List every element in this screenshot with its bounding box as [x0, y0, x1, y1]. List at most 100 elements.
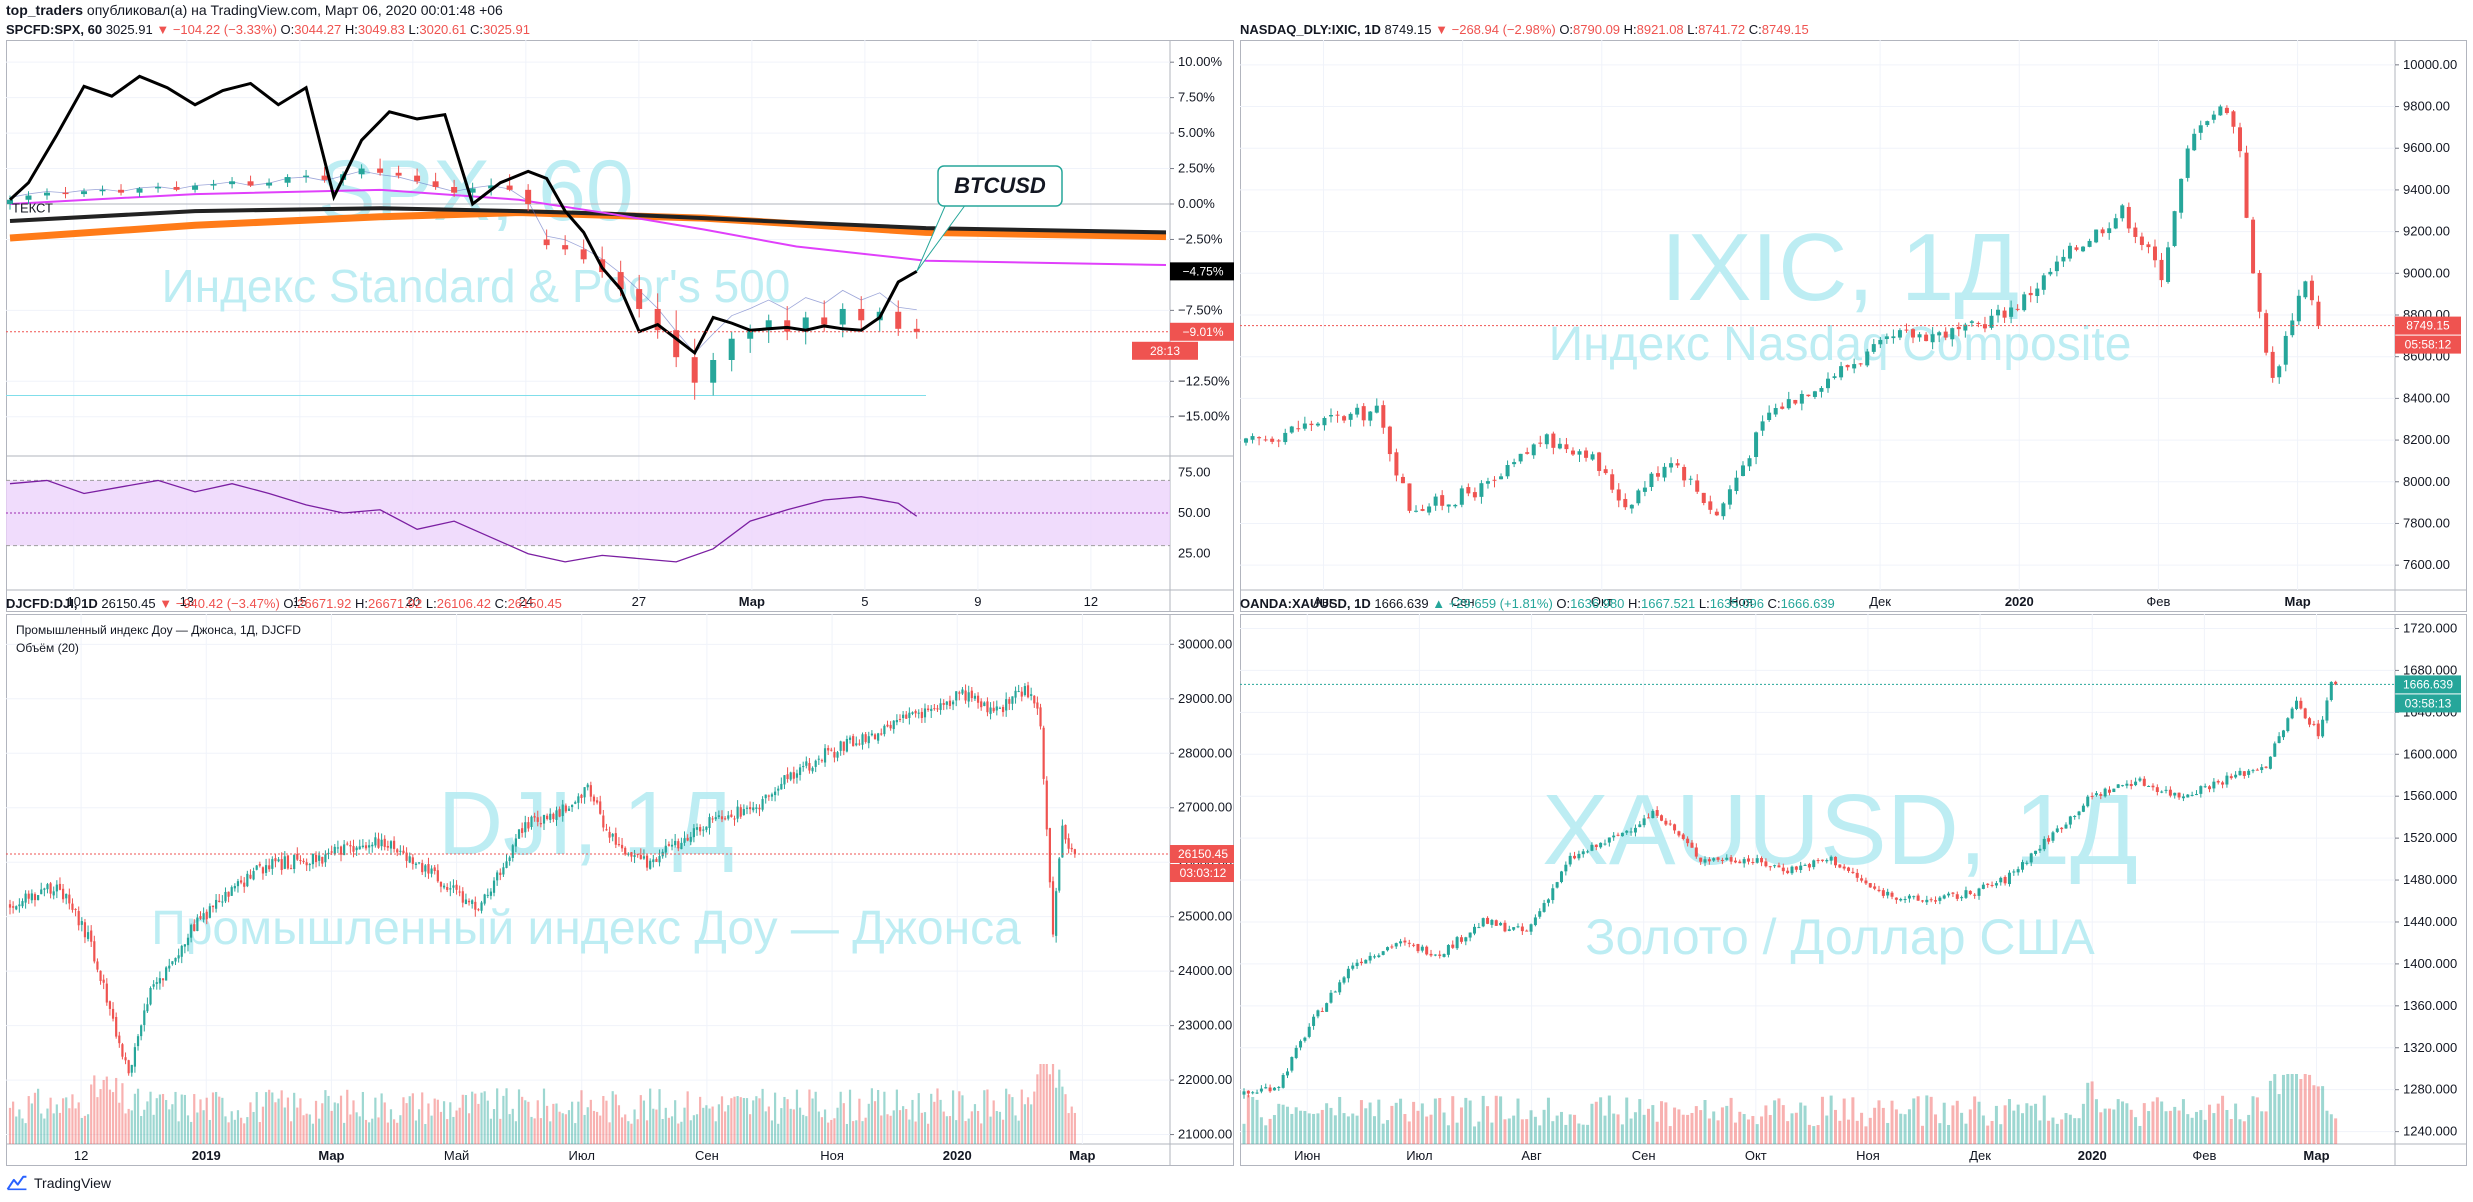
dji-candle	[40, 889, 43, 895]
dji-volume-bar	[258, 1122, 261, 1144]
ixic-symbol[interactable]: NASDAQ_DLY:IXIC, 1D	[1240, 22, 1381, 37]
spx-chart[interactable]: 10 13 15 20 24 27 Мар 5 9 1210.00%7.50%5.00%2.50%…	[6, 40, 1234, 612]
tradingview-footer[interactable]: TradingView	[6, 1172, 111, 1194]
xau-countdown-badge: 03:58:13	[2405, 696, 2452, 710]
dji-candle	[502, 867, 505, 875]
dji-candle	[449, 888, 452, 890]
spx-candle	[913, 328, 920, 332]
dji-symbol[interactable]: DJCFD:DJI, 1D	[6, 596, 98, 611]
dji-y-tick-label: 22000.00	[1178, 1072, 1232, 1087]
xau-candle	[2216, 781, 2220, 783]
spx-candle	[525, 189, 532, 204]
ixic-low: 8741.72	[1698, 22, 1746, 37]
ixic-candle	[2133, 227, 2138, 237]
xau-candle	[1977, 888, 1981, 896]
ixic-x-tick-label: Окт	[1591, 594, 1613, 609]
spx-candle	[62, 192, 69, 195]
spx-symbol[interactable]: SPCFD:SPX, 60	[6, 22, 103, 37]
xau-volume-bar	[2308, 1074, 2312, 1144]
dji-candle	[199, 916, 202, 919]
xau-volume-bar	[1664, 1102, 1668, 1144]
xau-volume-bar	[1816, 1125, 1820, 1144]
ixic-candle	[1257, 437, 1262, 439]
xau-candle	[1947, 893, 1951, 896]
xau-volume-bar	[1673, 1107, 1677, 1144]
dji-candle	[645, 855, 649, 868]
xau-candle	[1455, 937, 1459, 949]
spx-x-tick-label: 12	[1084, 594, 1098, 609]
ixic-y-tick-label: 9600.00	[2403, 140, 2450, 155]
ixic-candle	[2094, 229, 2099, 243]
xau-chart[interactable]: Июн Июл Авг Сен Окт Ноя Дек 2020 Фев Мар1720.0001…	[1240, 614, 2467, 1166]
xau-symbol[interactable]: OANDA:XAUUSD, 1D	[1240, 596, 1371, 611]
xau-volume-bar	[2090, 1081, 2094, 1144]
dji-candle	[817, 758, 820, 760]
dji-candle	[274, 858, 277, 862]
dji-chart[interactable]: 12 2019 Мар Май Июл Сен Ноя 2020 Мар30000.002900…	[6, 614, 1234, 1166]
xau-candle	[1690, 842, 1694, 848]
xau-volume-bar	[1733, 1122, 1737, 1144]
dji-candle	[1017, 690, 1020, 692]
author-name[interactable]: top_traders	[6, 2, 84, 18]
xau-change: +29.659 (+1.81%)	[1448, 596, 1553, 611]
dji-candle	[664, 845, 667, 853]
ixic-chart[interactable]: Авг Сен Окт Ноя Дек 2020 Фев Мар10000.009800.00…	[1240, 40, 2467, 612]
spx-candle	[636, 289, 643, 309]
dji-candle	[602, 815, 605, 828]
dji-volume-bar	[252, 1111, 255, 1144]
ixic-x-tick-label: Сен	[1451, 594, 1475, 609]
xau-candle	[1803, 864, 1807, 866]
xau-volume-bar	[1994, 1105, 1998, 1144]
dji-candle	[511, 845, 514, 858]
dji-volume-bar	[230, 1111, 233, 1144]
xau-volume-bar	[1473, 1126, 1477, 1144]
xau-volume-bar	[2181, 1099, 2185, 1144]
dji-candle	[411, 857, 414, 864]
dji-volume-bar	[71, 1094, 74, 1144]
xau-volume-bar	[1725, 1105, 1729, 1144]
xau-volume-bar	[1329, 1107, 1333, 1144]
dji-candle	[552, 813, 555, 820]
ixic-candle	[2296, 295, 2301, 322]
dji-volume-bar	[970, 1111, 973, 1144]
ixic-candle	[1799, 393, 1804, 404]
xau-candle	[2255, 769, 2259, 771]
xau-candle	[1934, 900, 1938, 902]
xau-volume-bar	[2081, 1103, 2085, 1144]
dji-volume-bar	[58, 1112, 62, 1144]
xau-candle	[1329, 992, 1333, 1003]
ixic-candle	[1786, 399, 1791, 409]
xau-volume-bar	[2151, 1101, 2155, 1144]
dji-candle	[539, 823, 542, 825]
xau-candle	[1312, 1016, 1316, 1026]
ixic-candle	[1244, 438, 1248, 443]
dji-candle	[389, 841, 393, 849]
xau-candle	[1616, 834, 1620, 836]
spx-y-tick-label: −12.50%	[1178, 373, 1230, 388]
dji-candle	[15, 906, 18, 910]
dji-volume-bar	[346, 1089, 349, 1144]
dji-volume-bar	[595, 1111, 599, 1144]
dji-x-tick-label: 12	[74, 1148, 88, 1163]
xau-candle	[1951, 892, 1955, 894]
dji-volume-bar	[361, 1091, 364, 1144]
dji-candle	[433, 867, 436, 872]
dji-volume-bar	[633, 1109, 636, 1144]
ixic-candle	[1734, 477, 1739, 492]
ixic-candle	[1433, 496, 1438, 506]
dji-last-price-badge: 26150.45	[1178, 847, 1228, 861]
dji-title-bar: DJCFD:DJI, 1D 26150.45 ▼ −940.42 (−3.47%…	[6, 596, 562, 611]
dji-candle	[867, 736, 870, 744]
xau-candle	[2090, 795, 2094, 797]
dji-volume-bar	[502, 1095, 505, 1144]
ixic-candle	[1427, 506, 1432, 513]
dji-volume-bar	[705, 1105, 708, 1144]
xau-candle	[1512, 927, 1516, 930]
dji-volume-bar	[68, 1108, 71, 1144]
xau-candle	[1694, 847, 1698, 857]
xau-candle	[1429, 953, 1433, 956]
xau-volume-bar	[1960, 1112, 1964, 1144]
xau-candle	[2281, 730, 2285, 738]
dji-candle	[642, 856, 646, 859]
dji-volume-bar	[477, 1103, 480, 1144]
